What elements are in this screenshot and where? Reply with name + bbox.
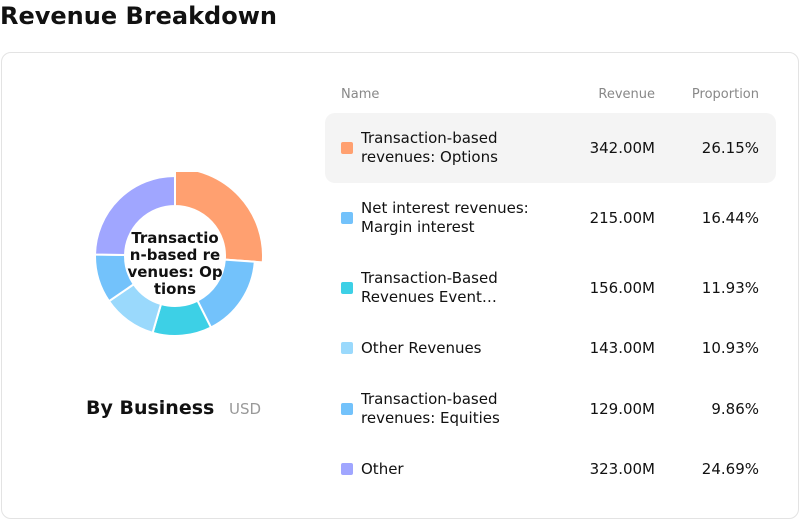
column-header-name: Name: [341, 87, 380, 102]
row-revenue: 215.00M: [589, 209, 655, 227]
row-name: Other: [361, 459, 404, 478]
row-proportion: 24.69%: [701, 460, 759, 478]
column-header-revenue: Revenue: [598, 87, 655, 102]
table-row[interactable]: Transaction-Based Revenues Event Contrac…: [325, 253, 776, 323]
row-name: Other Revenues: [361, 338, 482, 357]
row-name: Transaction-Based Revenues Event Contrac…: [361, 269, 498, 306]
row-proportion: 11.93%: [701, 279, 759, 297]
row-name: Transaction-based revenues: Equities: [361, 390, 500, 427]
row-revenue: 129.00M: [589, 400, 655, 418]
legend-swatch: [341, 463, 353, 475]
row-proportion: 9.86%: [711, 400, 759, 418]
table-row[interactable]: Transaction-based revenues: Options 342.…: [325, 113, 776, 183]
legend-swatch: [341, 282, 353, 294]
donut-chart[interactable]: [93, 172, 265, 344]
table-row[interactable]: Other Revenues 143.00M 10.93%: [325, 313, 776, 383]
currency-unit-label: USD: [229, 400, 262, 418]
legend-swatch: [341, 342, 353, 354]
row-revenue: 342.00M: [589, 139, 655, 157]
donut-center-label: Transaction-based revenues: Options: [127, 229, 223, 298]
legend-swatch: [341, 142, 353, 154]
table-row[interactable]: Transaction-based revenues: Equities 129…: [325, 374, 776, 444]
donut-slice[interactable]: [93, 174, 176, 257]
row-revenue: 323.00M: [589, 460, 655, 478]
row-proportion: 26.15%: [701, 139, 759, 157]
row-revenue: 143.00M: [589, 339, 655, 357]
table-row[interactable]: Net interest revenues: Margin interest 2…: [325, 183, 776, 253]
column-header-proportion: Proportion: [691, 87, 759, 102]
donut-svg: [93, 172, 264, 337]
legend-swatch: [341, 403, 353, 415]
legend-swatch: [341, 212, 353, 224]
row-name: Transaction-based revenues: Options: [361, 129, 498, 166]
page-title: Revenue Breakdown: [0, 2, 277, 30]
donut-slice[interactable]: [174, 172, 264, 264]
row-proportion: 16.44%: [701, 209, 759, 227]
row-proportion: 10.93%: [701, 339, 759, 357]
row-revenue: 156.00M: [589, 279, 655, 297]
row-name: Net interest revenues: Margin interest: [361, 199, 529, 236]
breakdown-dimension-label[interactable]: By Business: [86, 397, 215, 419]
table-row[interactable]: Other 323.00M 24.69%: [325, 434, 776, 504]
